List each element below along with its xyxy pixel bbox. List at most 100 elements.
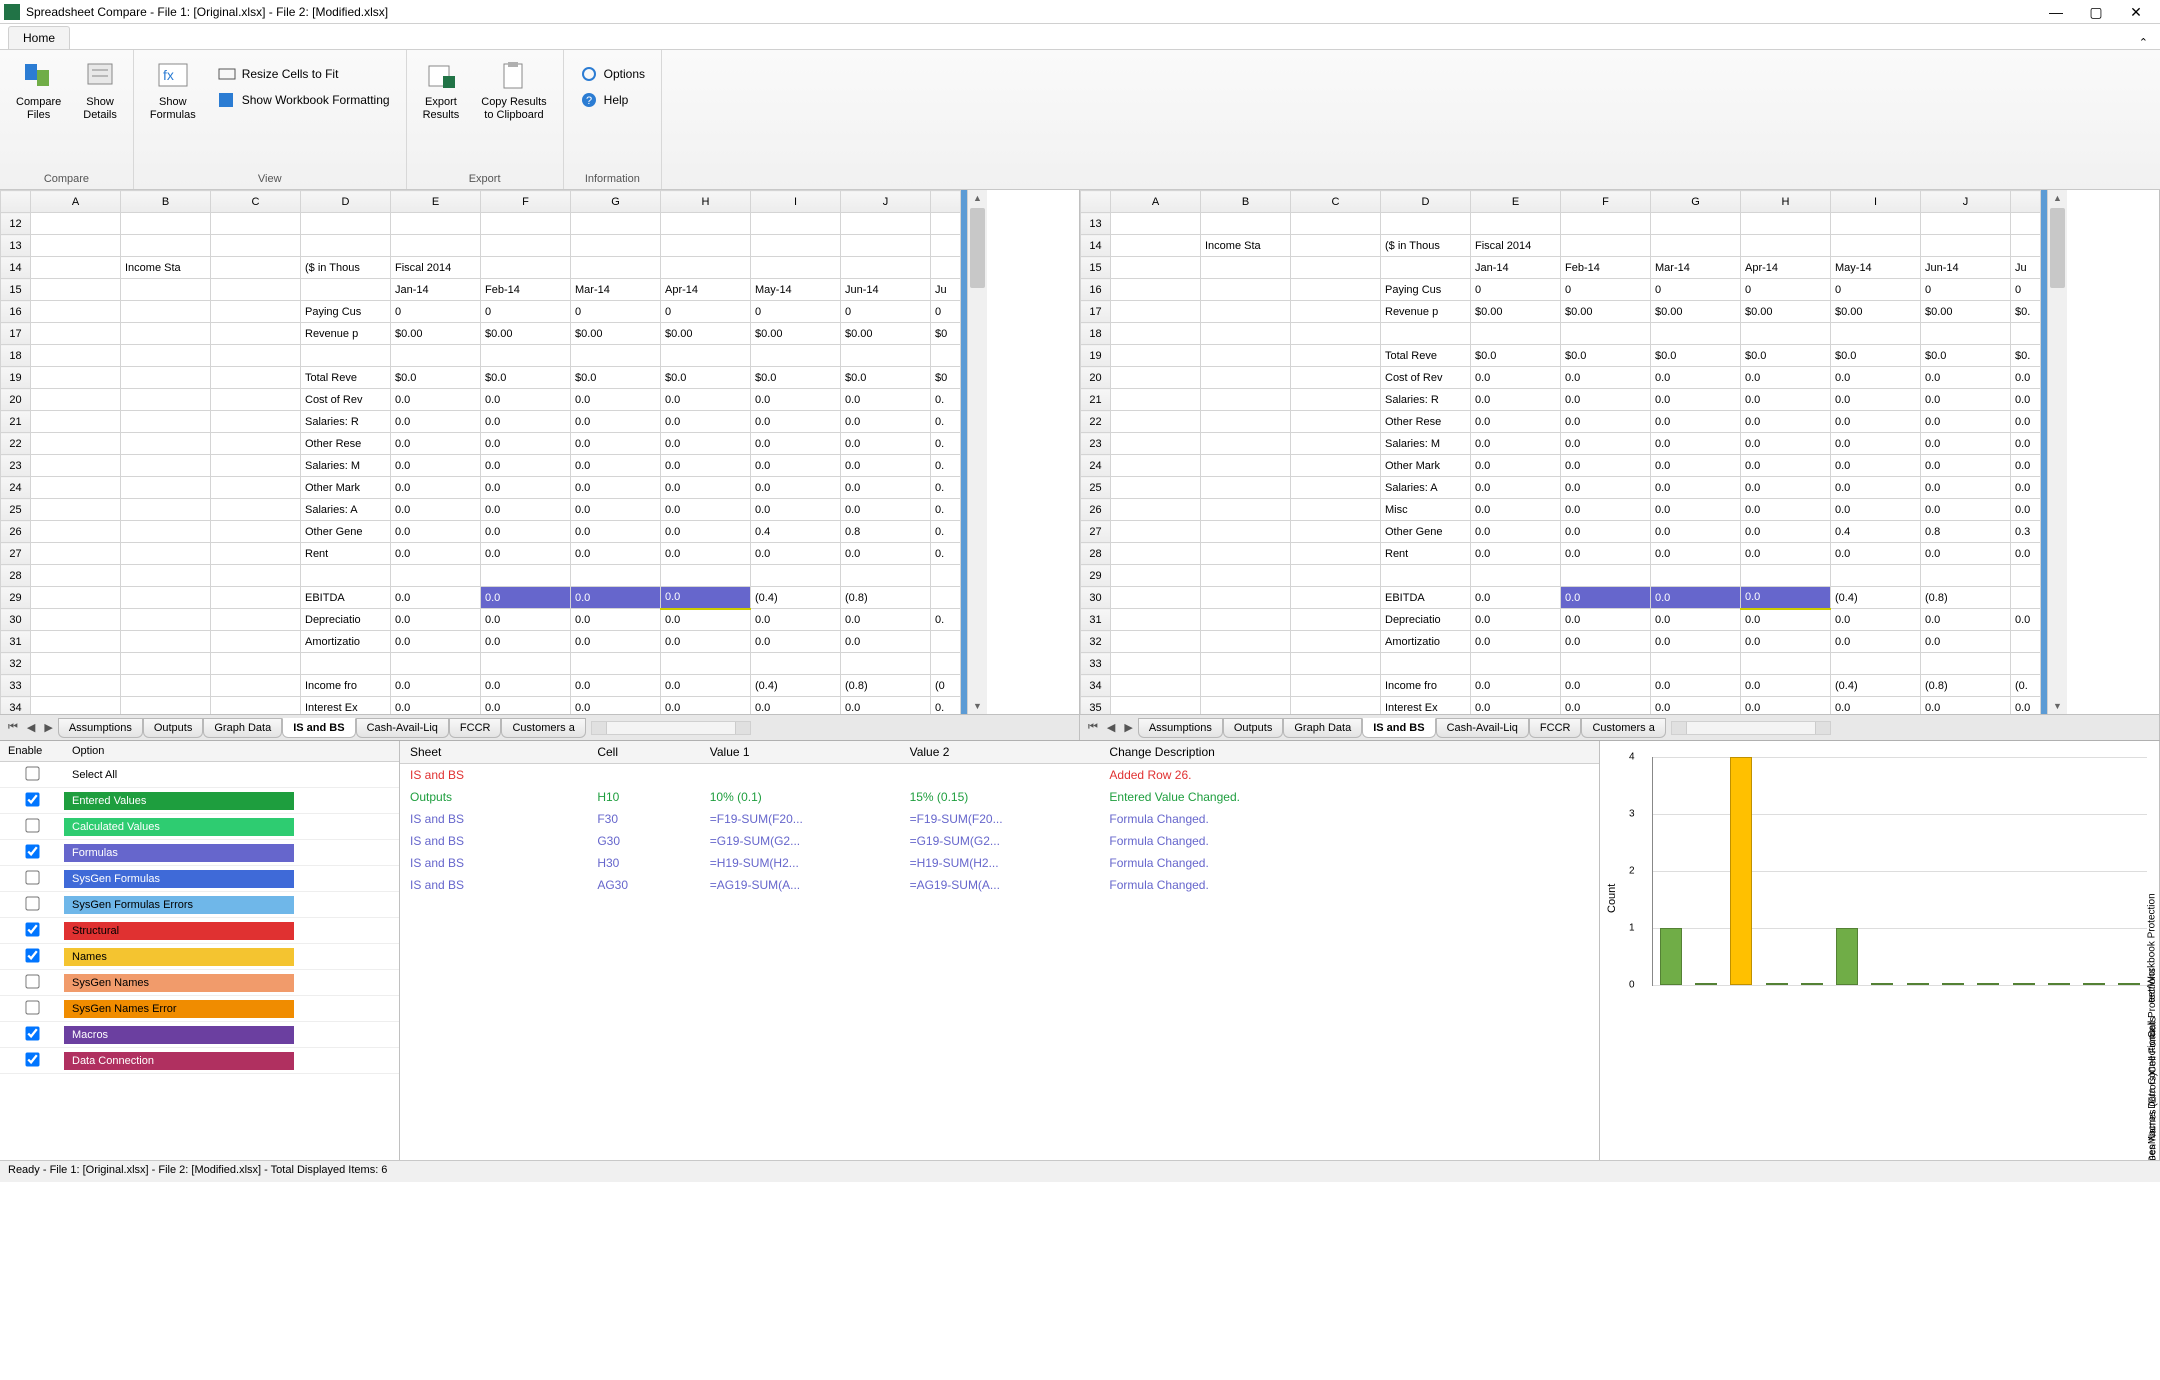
resize-cells-button[interactable]: Resize Cells to Fit xyxy=(212,62,396,86)
cell[interactable]: Income Sta xyxy=(1201,235,1291,257)
cell[interactable]: 0.0 xyxy=(1561,433,1651,455)
cell[interactable] xyxy=(1201,367,1291,389)
sheet-tab[interactable]: Cash-Avail-Liq xyxy=(356,718,449,738)
cell[interactable]: 0.0 xyxy=(391,477,481,499)
cell[interactable]: 0.0 xyxy=(1651,543,1741,565)
col-header[interactable]: F xyxy=(481,191,571,213)
cell[interactable]: $0.00 xyxy=(751,323,841,345)
cell[interactable] xyxy=(211,609,301,631)
options-button[interactable]: Options xyxy=(574,62,651,86)
cell[interactable]: Interest Ex xyxy=(1381,697,1471,715)
cell[interactable] xyxy=(1201,521,1291,543)
cell[interactable] xyxy=(121,653,211,675)
results-row[interactable]: OutputsH1010% (0.1)15% (0.15)Entered Val… xyxy=(400,786,1599,808)
tab-nav-next[interactable]: ▶ xyxy=(1120,721,1136,734)
cell[interactable]: 0 xyxy=(751,301,841,323)
cell[interactable] xyxy=(211,653,301,675)
cell[interactable] xyxy=(1291,477,1381,499)
cell[interactable] xyxy=(121,279,211,301)
cell[interactable]: 0.0 xyxy=(1651,455,1741,477)
cell[interactable]: 0.0 xyxy=(841,499,931,521)
cell[interactable] xyxy=(931,587,961,609)
row-header[interactable]: 15 xyxy=(1081,257,1111,279)
cell[interactable]: 0 xyxy=(1651,279,1741,301)
cell[interactable]: 0.0 xyxy=(391,697,481,715)
cell[interactable] xyxy=(1291,653,1381,675)
cell[interactable]: 0.0 xyxy=(391,499,481,521)
cell[interactable] xyxy=(1921,235,2011,257)
cell[interactable] xyxy=(571,235,661,257)
right-grid[interactable]: ABCDEFGHIJ1314Income Sta($ in ThousFisca… xyxy=(1080,190,2041,714)
cell[interactable]: 0.0 xyxy=(1561,521,1651,543)
option-checkbox[interactable] xyxy=(25,948,39,962)
cell[interactable] xyxy=(211,455,301,477)
row-header[interactable]: 19 xyxy=(1081,345,1111,367)
cell[interactable] xyxy=(1741,653,1831,675)
cell[interactable] xyxy=(391,345,481,367)
cell[interactable]: $0.00 xyxy=(661,323,751,345)
cell[interactable]: 0.0 xyxy=(571,587,661,609)
cell[interactable] xyxy=(121,301,211,323)
cell[interactable] xyxy=(31,411,121,433)
cell[interactable] xyxy=(1111,697,1201,715)
results-col-header[interactable]: Cell xyxy=(587,741,699,764)
cell[interactable]: 0.0 xyxy=(2011,697,2041,715)
option-row[interactable]: SysGen Names Error xyxy=(0,996,399,1022)
cell[interactable] xyxy=(211,301,301,323)
cell[interactable] xyxy=(1111,653,1201,675)
option-row[interactable]: Formulas xyxy=(0,840,399,866)
row-header[interactable]: 16 xyxy=(1081,279,1111,301)
cell[interactable] xyxy=(1201,499,1291,521)
cell[interactable] xyxy=(1561,213,1651,235)
col-header[interactable]: D xyxy=(1381,191,1471,213)
export-results-button[interactable]: ExportResults xyxy=(417,56,466,126)
cell[interactable]: 0.0 xyxy=(751,411,841,433)
cell[interactable]: Misc xyxy=(1381,499,1471,521)
cell[interactable] xyxy=(1831,653,1921,675)
cell[interactable]: 0.0 xyxy=(1651,697,1741,715)
results-table[interactable]: SheetCellValue 1Value 2Change Descriptio… xyxy=(400,741,1599,896)
cell[interactable]: 0.0 xyxy=(1471,433,1561,455)
cell[interactable] xyxy=(1201,587,1291,609)
row-header[interactable]: 27 xyxy=(1,543,31,565)
cell[interactable] xyxy=(751,257,841,279)
cell[interactable] xyxy=(1651,323,1741,345)
cell[interactable] xyxy=(301,235,391,257)
cell[interactable]: (0.4) xyxy=(751,675,841,697)
cell[interactable]: 0.0 xyxy=(1471,587,1561,609)
cell[interactable]: Other Mark xyxy=(301,477,391,499)
cell[interactable] xyxy=(1651,213,1741,235)
cell[interactable] xyxy=(1381,213,1471,235)
option-checkbox[interactable] xyxy=(25,974,39,988)
cell[interactable]: $0.00 xyxy=(841,323,931,345)
cell[interactable]: $0.00 xyxy=(1471,301,1561,323)
cell[interactable]: 0.0 xyxy=(841,543,931,565)
cell[interactable] xyxy=(31,499,121,521)
cell[interactable] xyxy=(1561,235,1651,257)
cell[interactable] xyxy=(1381,565,1471,587)
sheet-tab[interactable]: Assumptions xyxy=(58,718,143,738)
cell[interactable]: (0.8) xyxy=(1921,675,2011,697)
cell[interactable]: (0.8) xyxy=(841,587,931,609)
cell[interactable]: Apr-14 xyxy=(1741,257,1831,279)
cell[interactable]: Amortizatio xyxy=(1381,631,1471,653)
cell[interactable]: $0.0 xyxy=(661,367,751,389)
cell[interactable] xyxy=(1201,433,1291,455)
row-header[interactable]: 13 xyxy=(1,235,31,257)
cell[interactable] xyxy=(1201,653,1291,675)
cell[interactable] xyxy=(2011,323,2041,345)
cell[interactable]: 0 xyxy=(2011,279,2041,301)
cell[interactable]: 0.0 xyxy=(1921,499,2011,521)
cell[interactable]: 0.0 xyxy=(1831,477,1921,499)
cell[interactable]: 0.0 xyxy=(751,389,841,411)
cell[interactable]: 0.0 xyxy=(1471,477,1561,499)
cell[interactable] xyxy=(121,521,211,543)
horizontal-scrollbar[interactable] xyxy=(1671,721,1831,735)
cell[interactable]: 0.0 xyxy=(1921,455,2011,477)
cell[interactable]: 0.0 xyxy=(751,499,841,521)
cell[interactable]: 0.0 xyxy=(1831,697,1921,715)
cell[interactable] xyxy=(1111,235,1201,257)
cell[interactable]: 0.0 xyxy=(1831,389,1921,411)
cell[interactable] xyxy=(211,213,301,235)
cell[interactable]: 0.4 xyxy=(751,521,841,543)
